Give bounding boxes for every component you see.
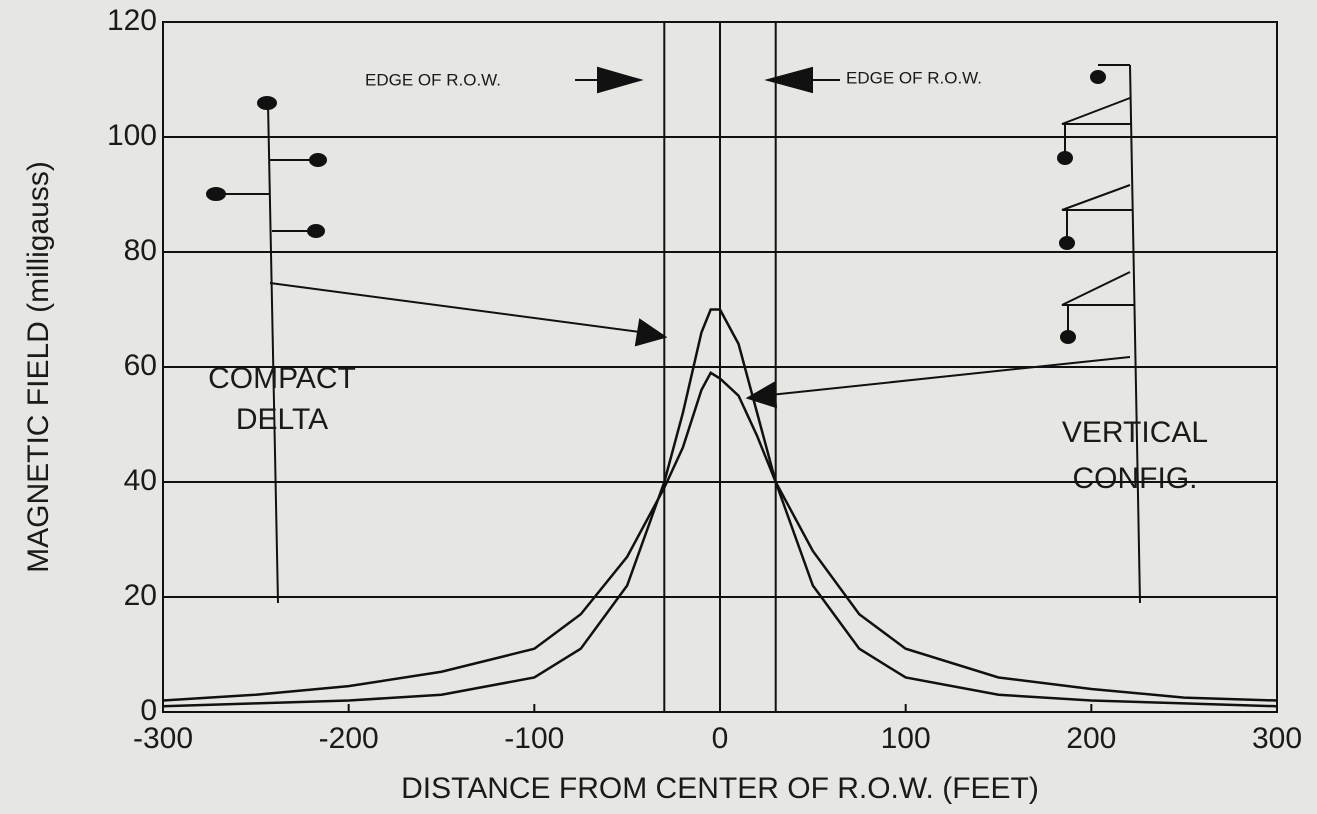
vertical-config-diagram bbox=[1057, 64, 1141, 604]
y-tick-label: 20 bbox=[124, 579, 157, 612]
x-tick-label: -300 bbox=[133, 722, 193, 755]
x-axis-label: DISTANCE FROM CENTER OF R.O.W. (FEET) bbox=[401, 772, 1039, 805]
y-axis-label: MAGNETIC FIELD (milligauss) bbox=[22, 161, 55, 573]
y-tick-label: 80 bbox=[124, 234, 157, 267]
y-tick-label: 120 bbox=[107, 4, 157, 37]
x-tick-label: 0 bbox=[712, 722, 729, 755]
row-edge-label: EDGE OF R.O.W. bbox=[846, 68, 982, 87]
y-tick-label: 100 bbox=[107, 119, 157, 152]
x-tick-label: 100 bbox=[881, 722, 931, 755]
row-edge-label: EDGE OF R.O.W. bbox=[365, 70, 501, 89]
x-tick-label: 300 bbox=[1252, 722, 1302, 755]
annotation-line: CONFIG. bbox=[1073, 462, 1198, 495]
y-tick-label: 0 bbox=[140, 694, 157, 727]
x-tick-label: 200 bbox=[1066, 722, 1116, 755]
y-tick-label: 60 bbox=[124, 349, 157, 382]
annotation-line: DELTA bbox=[236, 403, 328, 436]
series-line bbox=[162, 308, 1278, 708]
x-tick-label: -200 bbox=[319, 722, 379, 755]
y-tick-label: 40 bbox=[124, 464, 157, 497]
x-tick-label: -100 bbox=[504, 722, 564, 755]
compact-delta-diagram bbox=[206, 96, 327, 604]
series-line bbox=[162, 370, 1278, 702]
annotation-line: VERTICAL bbox=[1062, 416, 1208, 449]
